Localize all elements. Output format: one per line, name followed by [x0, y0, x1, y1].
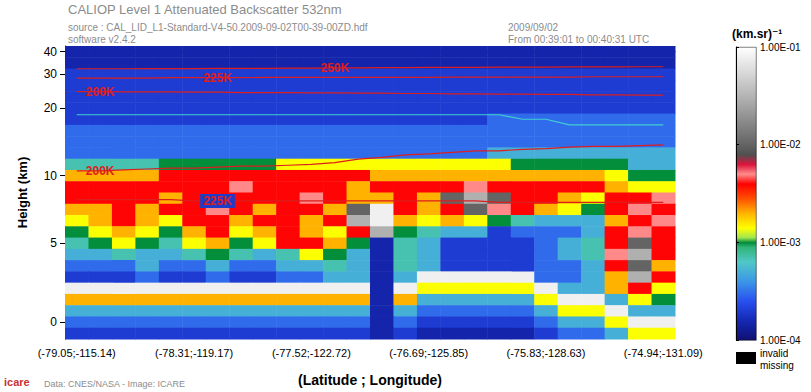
- svg-text:(-75.83;-128.63): (-75.83;-128.63): [507, 347, 586, 359]
- svg-text:(-74.94;-131.09): (-74.94;-131.09): [624, 347, 703, 359]
- svg-text:200K: 200K: [86, 85, 115, 99]
- svg-text:(-76.69;-125.85): (-76.69;-125.85): [389, 347, 468, 359]
- svg-text:250K: 250K: [320, 61, 349, 75]
- svg-text:(-77.52;-122.72): (-77.52;-122.72): [272, 347, 351, 359]
- svg-text:10: 10: [44, 169, 58, 183]
- svg-text:missing: missing: [760, 360, 794, 371]
- svg-text:1.00E-04: 1.00E-04: [760, 335, 801, 346]
- svg-text:5: 5: [50, 236, 57, 250]
- svg-text:CALIOP Level 1 Attenuated Back: CALIOP Level 1 Attenuated Backscatter 53…: [68, 2, 342, 17]
- svg-text:(Latitude ; Longitude): (Latitude ; Longitude): [298, 372, 442, 388]
- svg-text:1.00E-02: 1.00E-02: [760, 139, 801, 150]
- svg-text:225K: 225K: [203, 71, 232, 85]
- svg-text:Data: CNES/NASA - Image: ICARE: Data: CNES/NASA - Image: ICARE: [44, 379, 185, 389]
- svg-text:(-79.05;-115.14): (-79.05;-115.14): [38, 347, 116, 359]
- svg-text:1.00E-03: 1.00E-03: [760, 237, 801, 248]
- svg-text:20: 20: [44, 101, 58, 115]
- svg-text:icare: icare: [4, 376, 30, 388]
- svg-text:Height (km): Height (km): [15, 157, 30, 229]
- svg-text:(-78.31;-119.17): (-78.31;-119.17): [155, 347, 233, 359]
- svg-text:0: 0: [50, 315, 57, 329]
- svg-text:1.00E-01: 1.00E-01: [760, 42, 801, 53]
- svg-text:30: 30: [44, 67, 58, 81]
- svg-text:40: 40: [44, 45, 58, 59]
- svg-text:200K: 200K: [86, 164, 115, 178]
- svg-text:(km.sr)⁻¹: (km.sr)⁻¹: [732, 27, 782, 41]
- svg-text:225K: 225K: [203, 194, 232, 208]
- svg-text:invalid: invalid: [760, 348, 788, 359]
- svg-text:From 00:39:01 to 00:40:31 UTC: From 00:39:01 to 00:40:31 UTC: [508, 34, 649, 45]
- svg-text:software v2.4.2: software v2.4.2: [68, 34, 136, 45]
- svg-text:2009/09/02: 2009/09/02: [508, 22, 558, 33]
- svg-text:source : CAL_LID_L1-Standard-V: source : CAL_LID_L1-Standard-V4-50.2009-…: [68, 22, 368, 33]
